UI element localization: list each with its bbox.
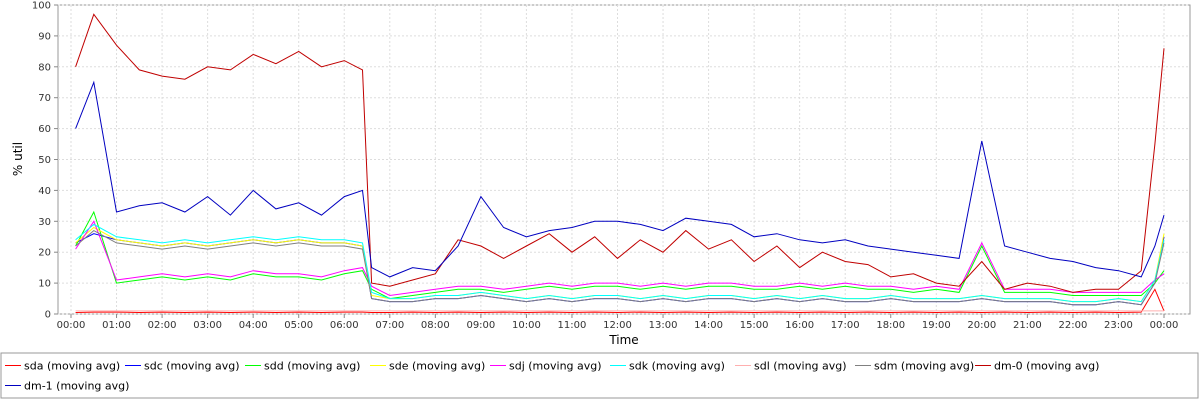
legend-label: sdj (moving avg) [509, 360, 602, 373]
y-axis-ticks: 0 10 20 30 40 50 60 70 80 90 100 [32, 1, 58, 321]
x-tick-label: 02:00 [148, 320, 177, 331]
x-tick-label: 03:00 [193, 320, 222, 331]
x-tick-label: 17:00 [831, 320, 860, 331]
x-tick-label: 16:00 [785, 320, 814, 331]
x-tick-label: 18:00 [876, 320, 905, 331]
grid-lines [58, 4, 1190, 315]
series-line-5 [75, 223, 1165, 303]
y-tick-label: 90 [38, 31, 51, 42]
x-tick-label: 01:00 [102, 320, 131, 331]
legend-label: sdk (moving avg) [629, 360, 725, 373]
x-tick-label: 12:00 [603, 320, 632, 331]
legend-box [0, 352, 1199, 399]
x-tick-label: 00:00 [1150, 320, 1179, 331]
y-tick-label: 30 [38, 217, 51, 228]
x-tick-label: 20:00 [967, 320, 996, 331]
x-tick-label: 22:00 [1059, 320, 1088, 331]
x-tick-label: 08:00 [421, 320, 450, 331]
legend-label: sdl (moving avg) [754, 360, 847, 373]
x-tick-label: 19:00 [922, 320, 951, 331]
y-tick-label: 80 [38, 62, 51, 73]
series-line-0 [75, 288, 1165, 314]
series-line-4 [75, 220, 1165, 297]
x-tick-label: 06:00 [330, 320, 359, 331]
x-tick-label: 15:00 [740, 320, 769, 331]
y-tick-label: 10 [38, 279, 51, 290]
x-tick-label: 07:00 [375, 320, 404, 331]
x-tick-label: 14:00 [694, 320, 723, 331]
legend: sda (moving avg) sdc (moving avg) sdd (mov… [5, 360, 1099, 393]
x-tick-label: 10:00 [512, 320, 541, 331]
legend-label: dm-1 (moving avg) [24, 380, 129, 393]
x-tick-label: 04:00 [239, 320, 268, 331]
y-tick-label: 40 [38, 186, 51, 197]
y-tick-label: 20 [38, 248, 51, 259]
series-line-7 [75, 229, 1165, 306]
series-line-2 [75, 210, 1165, 300]
x-axis-ticks: 00:00 01:00 02:00 03:00 04:00 05:00 06:00 07:00… [57, 314, 1179, 331]
x-tick-label: 09:00 [466, 320, 495, 331]
y-tick-label: 60 [38, 124, 51, 135]
x-tick-label: 11:00 [558, 320, 587, 331]
series-lines [75, 13, 1165, 314]
x-tick-label: 13:00 [649, 320, 678, 331]
x-tick-label: 21:00 [1013, 320, 1042, 331]
y-tick-label: 70 [38, 93, 51, 104]
y-axis-title: % util [11, 142, 25, 176]
y-tick-label: 100 [32, 1, 51, 12]
x-axis-title: Time [608, 333, 638, 347]
legend-label: sdm (moving avg) [874, 360, 974, 373]
legend-label: sde (moving avg) [389, 360, 485, 373]
legend-label: dm-0 (moving avg) [994, 360, 1099, 373]
series-line-8 [75, 13, 1165, 293]
legend-label: sdd (moving avg) [264, 360, 360, 373]
legend-label: sda (moving avg) [24, 360, 120, 373]
x-tick-label: 00:00 [57, 320, 86, 331]
series-line-9 [75, 80, 1165, 278]
x-tick-label: 23:00 [1104, 320, 1133, 331]
legend-label: sdc (moving avg) [144, 360, 240, 373]
y-tick-label: 50 [38, 155, 51, 166]
y-tick-label: 0 [45, 310, 51, 321]
x-tick-label: 05:00 [284, 320, 313, 331]
